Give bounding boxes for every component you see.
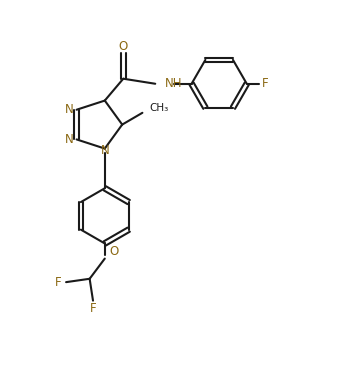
Text: N: N	[101, 144, 109, 157]
Text: CH₃: CH₃	[150, 103, 169, 113]
Text: F: F	[90, 302, 96, 314]
Text: F: F	[55, 276, 62, 289]
Text: O: O	[109, 245, 119, 258]
Text: N: N	[65, 133, 74, 146]
Text: F: F	[262, 77, 268, 90]
Text: NH: NH	[165, 77, 182, 90]
Text: O: O	[119, 40, 128, 52]
Text: N: N	[65, 103, 74, 116]
